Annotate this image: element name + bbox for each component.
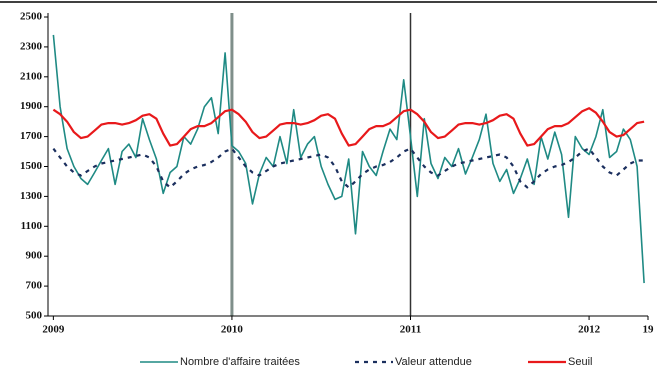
x-tick-label: 2009	[42, 324, 65, 336]
series-line	[52, 147, 645, 189]
series-line	[52, 107, 645, 147]
y-tick-label: 900	[26, 250, 43, 262]
y-tick-label: 1100	[21, 220, 43, 232]
y-tick-label: 700	[26, 280, 43, 292]
x-tick-label: 2011	[400, 324, 421, 336]
legend-label: Nombre d'affaire traitées	[180, 356, 300, 368]
x-tick-label: 2010	[221, 324, 244, 336]
y-tick-label: 1900	[20, 100, 43, 112]
x-tick-label: 2012	[578, 324, 601, 336]
y-tick-label: 1300	[20, 190, 43, 202]
y-tick-label: 2500	[20, 11, 43, 23]
x-tick-label: 19	[643, 324, 655, 336]
y-tick-label: 1500	[20, 160, 43, 172]
legend-label: Valeur attendue	[395, 356, 472, 368]
y-tick-label: 500	[26, 310, 43, 322]
y-tick-label: 2300	[20, 40, 43, 52]
y-tick-label: 1700	[20, 130, 43, 142]
series-line	[52, 34, 645, 284]
y-tick-label: 2100	[20, 70, 43, 82]
legend-label: Seuil	[568, 356, 592, 368]
